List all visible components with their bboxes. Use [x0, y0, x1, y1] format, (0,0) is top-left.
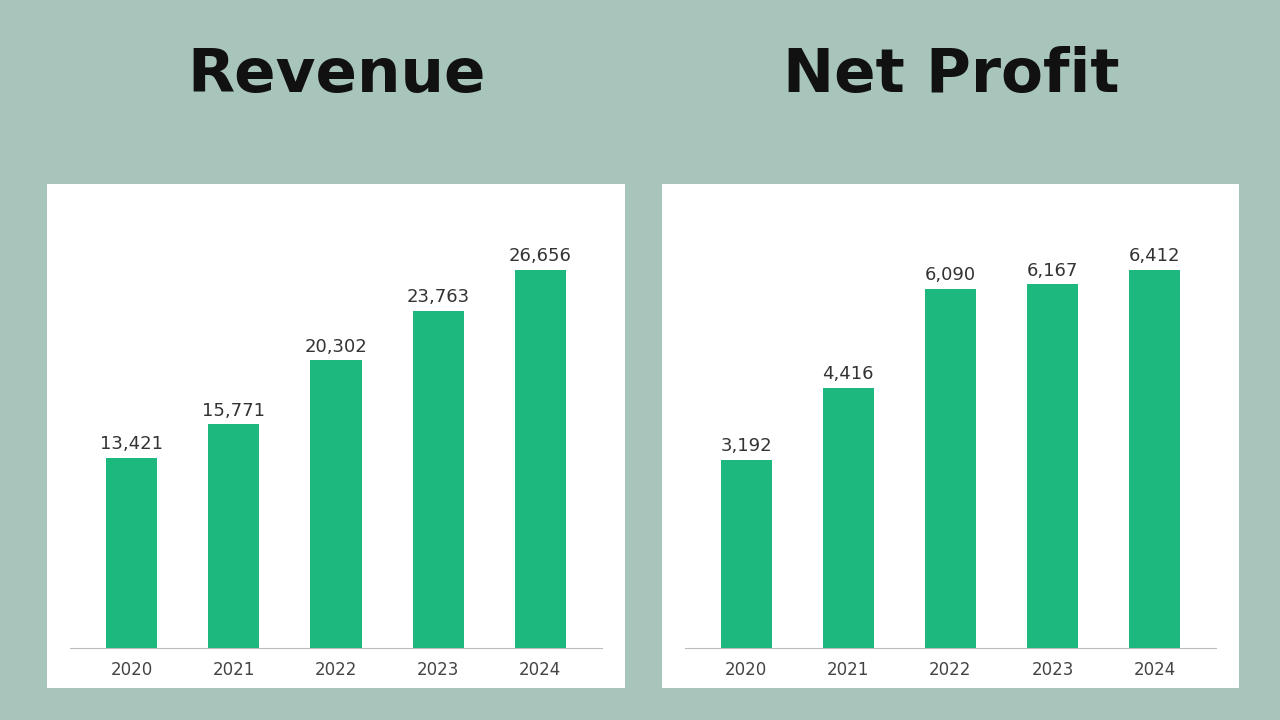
Text: 6,412: 6,412: [1129, 248, 1180, 266]
Text: 23,763: 23,763: [407, 289, 470, 307]
Bar: [1129, 270, 1180, 648]
Bar: [311, 360, 361, 648]
Text: 6,167: 6,167: [1027, 262, 1078, 280]
Bar: [721, 460, 772, 648]
Text: 26,656: 26,656: [509, 248, 572, 266]
Text: 6,090: 6,090: [925, 266, 975, 284]
Text: 20,302: 20,302: [305, 338, 367, 356]
Text: 13,421: 13,421: [100, 435, 163, 453]
Text: Revenue: Revenue: [187, 46, 486, 105]
Bar: [515, 270, 566, 648]
Bar: [412, 311, 463, 648]
Text: 15,771: 15,771: [202, 402, 265, 420]
Bar: [209, 424, 260, 648]
Bar: [1027, 284, 1078, 648]
Text: Net Profit: Net Profit: [783, 46, 1119, 105]
Bar: [925, 289, 975, 648]
Text: 3,192: 3,192: [721, 437, 772, 455]
Bar: [106, 458, 157, 648]
Text: 4,416: 4,416: [823, 365, 874, 383]
Bar: [823, 387, 874, 648]
